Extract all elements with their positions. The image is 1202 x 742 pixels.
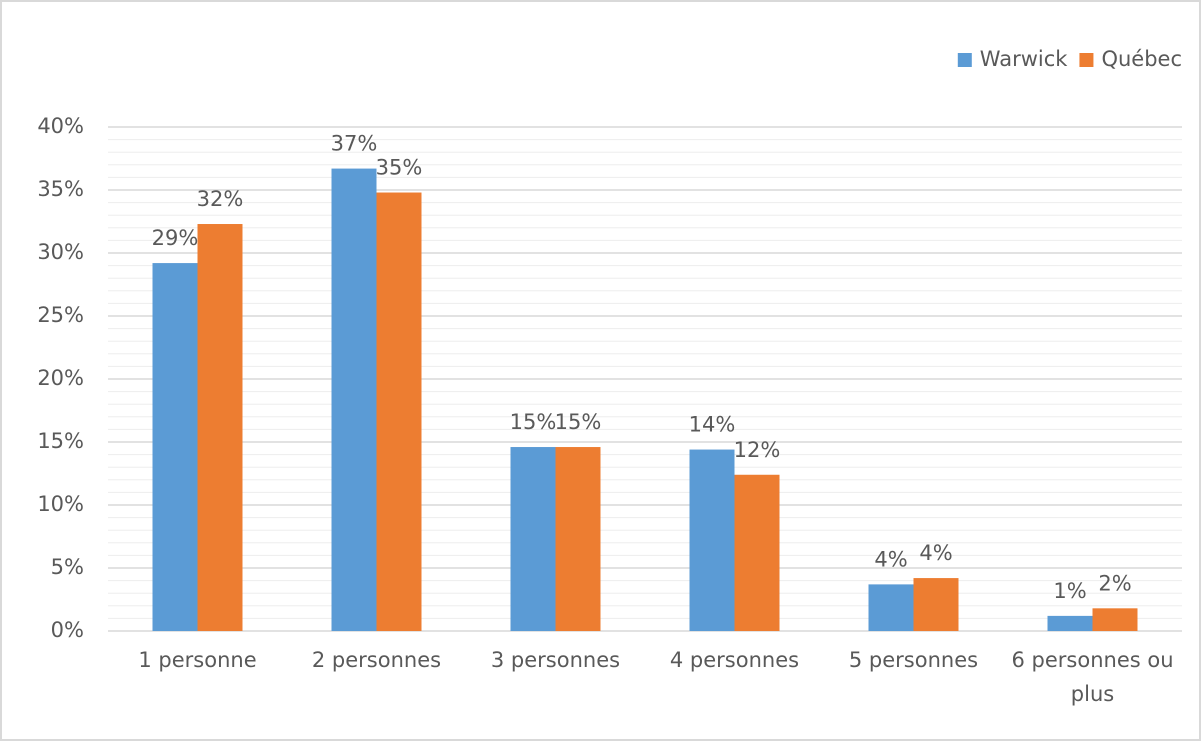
x-tick-label: 5 personnes [848,648,979,672]
x-tick-label-box: 1 personne [138,648,257,672]
bar [868,584,914,631]
data-label: 35% [376,156,423,180]
x-tick-label: 1 personne [138,648,257,672]
x-tick-label: 3 personnes [490,648,621,672]
bar [689,449,735,631]
data-label: 4% [874,547,907,571]
legend-label: Warwick [980,47,1068,71]
data-label: 4% [919,541,952,565]
y-tick-label: 40% [37,114,84,138]
x-tick-label: 4 personnes [669,648,800,672]
bar [510,447,556,631]
bar [152,263,198,631]
x-tick-label-box: 5 personnes [848,648,979,672]
data-label: 15% [555,410,602,434]
x-tick-label-box: 4 personnes [669,648,800,672]
x-tick-label-box: 6 personnes ou plus [1011,648,1174,706]
legend-swatch [957,53,972,67]
data-label: 2% [1098,571,1131,595]
y-tick-label: 5% [51,555,84,579]
y-tick-label: 25% [37,303,84,327]
legend-swatch [1079,53,1094,67]
data-label: 37% [331,132,378,156]
bar [913,578,959,631]
bar [331,168,377,631]
bar [376,192,422,631]
y-tick-label: 20% [37,366,84,390]
bar [555,447,601,631]
x-tick-label: 6 personnes ou plus [1011,648,1174,706]
data-label: 14% [689,413,736,437]
bar [734,474,780,631]
y-tick-label: 0% [51,618,84,642]
bar [1047,615,1093,631]
y-tick-label: 35% [37,177,84,201]
x-tick-label: 2 personnes [311,648,442,672]
x-tick-label-box: 3 personnes [490,648,621,672]
bar [1092,608,1138,631]
legend-label: Québec [1101,47,1182,71]
data-label: 15% [510,410,557,434]
y-tick-label: 15% [37,429,84,453]
data-label: 12% [734,438,781,462]
y-tick-label: 30% [37,240,84,264]
data-label: 1% [1053,579,1086,603]
x-tick-label-box: 2 personnes [311,648,442,672]
data-label: 32% [197,187,244,211]
y-tick-label: 10% [37,492,84,516]
data-label: 29% [152,226,199,250]
bar [197,224,243,631]
